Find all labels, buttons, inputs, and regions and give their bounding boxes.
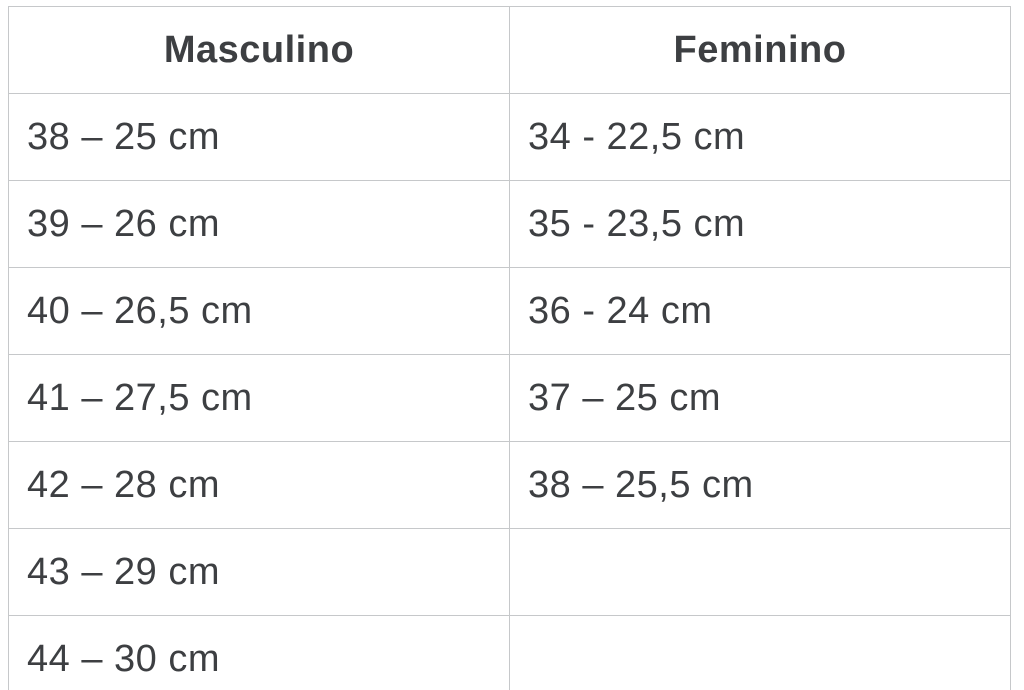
header-row: Masculino Feminino — [8, 6, 1011, 94]
cell-feminino — [509, 528, 1011, 616]
cell-masculino: 40 – 26,5 cm — [8, 267, 510, 355]
cell-masculino: 42 – 28 cm — [8, 441, 510, 529]
cell-feminino: 34 - 22,5 cm — [509, 93, 1011, 181]
cell-feminino: 37 – 25 cm — [509, 354, 1011, 442]
cell-masculino: 43 – 29 cm — [8, 528, 510, 616]
table-row: 42 – 28 cm 38 – 25,5 cm — [8, 441, 1011, 529]
size-conversion-table: Masculino Feminino 38 – 25 cm 34 - 22,5 … — [8, 6, 1011, 690]
table-row: 41 – 27,5 cm 37 – 25 cm — [8, 354, 1011, 442]
column-header-masculino: Masculino — [8, 6, 510, 94]
cell-feminino: 38 – 25,5 cm — [509, 441, 1011, 529]
cell-masculino: 44 – 30 cm — [8, 615, 510, 690]
column-header-feminino: Feminino — [509, 6, 1011, 94]
cell-feminino: 35 - 23,5 cm — [509, 180, 1011, 268]
table-row: 39 – 26 cm 35 - 23,5 cm — [8, 180, 1011, 268]
cell-masculino: 39 – 26 cm — [8, 180, 510, 268]
table-row: 40 – 26,5 cm 36 - 24 cm — [8, 267, 1011, 355]
table-row: 38 – 25 cm 34 - 22,5 cm — [8, 93, 1011, 181]
table-row: 43 – 29 cm — [8, 528, 1011, 616]
cell-feminino — [509, 615, 1011, 690]
cell-feminino: 36 - 24 cm — [509, 267, 1011, 355]
cell-masculino: 38 – 25 cm — [8, 93, 510, 181]
table-row: 44 – 30 cm — [8, 615, 1011, 690]
cell-masculino: 41 – 27,5 cm — [8, 354, 510, 442]
